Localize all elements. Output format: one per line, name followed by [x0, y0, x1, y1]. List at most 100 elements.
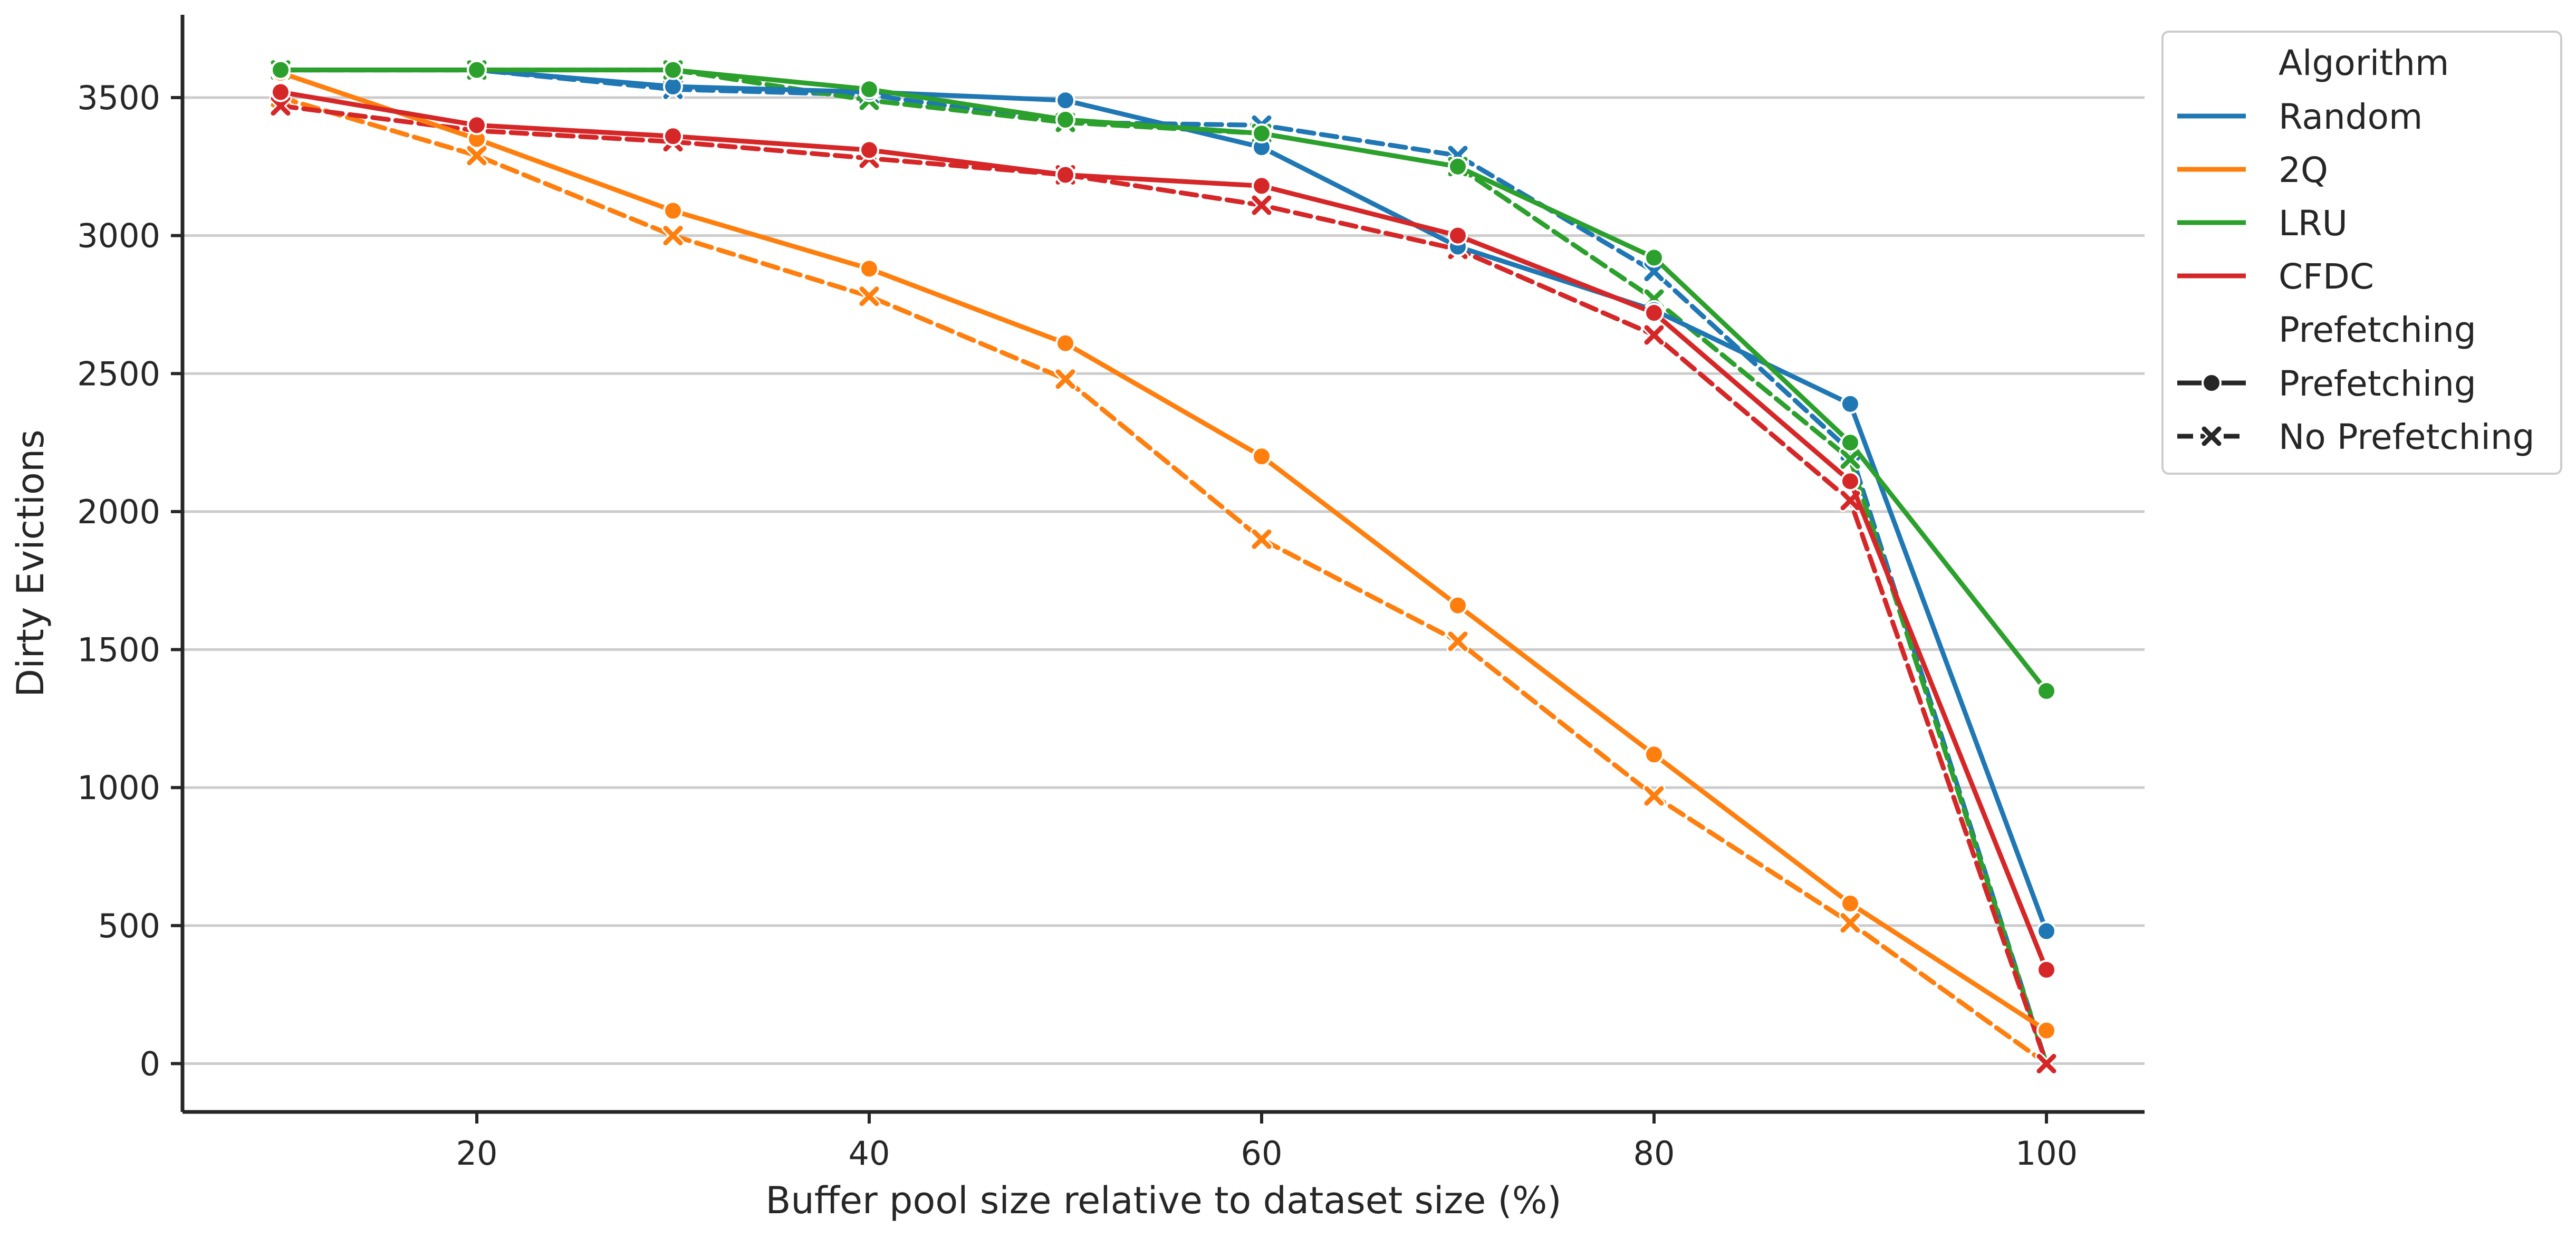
series-line-lru-no-prefetching	[278, 68, 2049, 1066]
x-axis-title: Buffer pool size relative to dataset siz…	[765, 1179, 1561, 1222]
series-line-random-no-prefetching	[278, 68, 2049, 1066]
x-tick-label: 100	[2015, 1134, 2078, 1173]
data-point	[2036, 959, 2056, 980]
legend-entry-prefetching: Prefetching	[2177, 363, 2476, 404]
series-random-no-prefetching	[269, 59, 2058, 1075]
data-point	[663, 60, 683, 80]
legend-entry-random: Random	[2177, 97, 2423, 137]
y-tick-label: 500	[98, 907, 160, 945]
series-2q-prefetching	[271, 62, 2056, 1041]
data-point	[2036, 1020, 2056, 1041]
data-point	[1250, 527, 1273, 551]
data-point	[859, 79, 879, 100]
y-axis-title: Dirty Evictions	[9, 429, 52, 697]
y-tick-label: 2500	[77, 354, 160, 393]
series-cfdc-prefetching	[271, 82, 2056, 980]
data-point	[1250, 194, 1273, 217]
data-point	[1840, 471, 1860, 492]
data-point	[1055, 333, 1075, 353]
series-line-cfdc-no-prefetching	[278, 103, 2049, 1066]
legend-algorithm-entries: Random 2Q LRU CFDC	[2177, 97, 2423, 297]
y-tick-label: 1500	[77, 631, 160, 669]
data-point	[1644, 744, 1664, 765]
data-point	[1252, 446, 1272, 467]
data-point	[269, 94, 292, 118]
data-point	[1252, 176, 1272, 196]
series-lru-no-prefetching	[269, 59, 2058, 1075]
data-point	[1448, 225, 1468, 246]
data-point	[1054, 368, 1077, 391]
data-point	[661, 224, 685, 247]
legend: Algorithm Random 2Q LRU CFDC Prefetching Pr…	[2161, 31, 2562, 475]
data-point	[663, 126, 683, 147]
legend-style-entries: Prefetching No Prefetching	[2177, 363, 2535, 457]
legend-marker	[2200, 425, 2223, 448]
data-point	[1055, 165, 1075, 185]
x-tick-label: 20	[456, 1134, 498, 1173]
legend-entry-no-prefetching: No Prefetching	[2177, 417, 2535, 457]
legend-entry-cfdc: CFDC	[2177, 256, 2374, 297]
series-lru-prefetching	[271, 60, 2056, 702]
data-point	[858, 285, 881, 308]
data-point	[1448, 595, 1468, 616]
series-2q-no-prefetching	[269, 86, 2058, 1075]
data-point	[271, 60, 291, 80]
axes	[180, 15, 2145, 1114]
x-tick-label: 80	[1633, 1134, 1675, 1173]
gridlines	[182, 96, 2145, 1065]
ticks: 0 500 1000 1500 2000 2500 3000 3500 20 40 60 80 100	[77, 79, 2078, 1173]
data-point	[1252, 123, 1272, 144]
series-line-lru-prefetching	[278, 68, 2049, 694]
data-point	[1642, 260, 1666, 283]
series-line-cfdc-prefetching	[278, 90, 2049, 973]
data-point	[1448, 156, 1468, 177]
legend-label: Prefetching	[2279, 363, 2476, 404]
legend-label: No Prefetching	[2279, 417, 2535, 457]
legend-marker	[2202, 373, 2222, 393]
data-point	[1055, 90, 1075, 111]
legend-label: CFDC	[2279, 256, 2374, 297]
data-point	[1840, 433, 1860, 453]
legend-entry-lru: LRU	[2177, 203, 2348, 244]
data-point	[1642, 323, 1666, 347]
y-tick-label: 1000	[77, 769, 160, 807]
data-point	[2036, 681, 2056, 702]
data-point	[1055, 109, 1075, 130]
x-tick-label: 40	[849, 1134, 890, 1173]
data-point	[1840, 893, 1860, 914]
data-point	[2035, 1052, 2058, 1075]
y-tick-label: 0	[140, 1044, 160, 1083]
data-point	[1839, 447, 1862, 471]
legend-title-algorithm: Algorithm	[2279, 43, 2449, 83]
data-point	[1642, 784, 1666, 808]
y-tick-label: 3500	[77, 79, 160, 117]
legend-title-prefetching: Prefetching	[2279, 310, 2476, 350]
series-random-prefetching	[271, 60, 2056, 942]
data-point	[2036, 921, 2056, 942]
series	[269, 59, 2058, 1075]
data-point	[859, 140, 879, 160]
series-line-2q-no-prefetching	[278, 95, 2049, 1066]
legend-label: LRU	[2279, 203, 2348, 244]
y-tick-label: 3000	[77, 217, 160, 255]
data-point	[465, 144, 488, 167]
data-point	[859, 258, 879, 279]
y-tick-label: 2000	[77, 493, 160, 531]
legend-entry-2q: 2Q	[2177, 150, 2328, 190]
data-point	[1839, 911, 1862, 935]
data-point	[1644, 303, 1664, 323]
data-point	[271, 82, 291, 102]
data-point	[467, 60, 487, 80]
data-point	[1644, 247, 1664, 268]
data-point	[663, 76, 683, 97]
series-line-2q-prefetching	[278, 70, 2049, 1033]
x-tick-label: 60	[1241, 1134, 1283, 1173]
data-point	[663, 200, 683, 221]
series-line-random-prefetching	[278, 68, 2049, 934]
data-point	[1840, 394, 1860, 414]
legend-frame	[2161, 31, 2562, 475]
data-point	[1446, 630, 1469, 653]
legend-label: Random	[2279, 97, 2423, 137]
data-point	[467, 115, 487, 136]
